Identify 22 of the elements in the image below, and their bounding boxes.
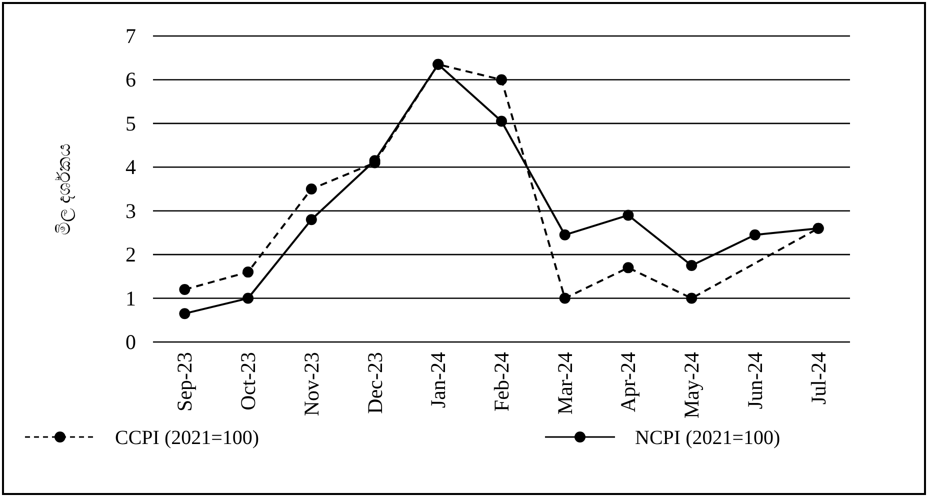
x-tick-label: Sep-23 bbox=[172, 352, 197, 412]
y-tick-label: 7 bbox=[126, 24, 136, 48]
x-tick-label: Oct-23 bbox=[236, 352, 260, 410]
x-tick-label: Feb-24 bbox=[490, 352, 514, 412]
x-tick-label: May-24 bbox=[680, 352, 704, 418]
y-tick-label: 1 bbox=[126, 286, 136, 310]
y-axis-title: මිල දර්ශකය bbox=[54, 143, 75, 235]
y-tick-label: 2 bbox=[126, 242, 136, 267]
y-tick-label: 0 bbox=[126, 330, 136, 354]
legend-label: CCPI (2021=100) bbox=[115, 427, 260, 449]
x-tick-label: Jan-24 bbox=[426, 352, 450, 408]
x-tick-label: Jul-24 bbox=[806, 352, 830, 404]
x-tick-label: Dec-23 bbox=[362, 352, 387, 414]
y-tick-label: 5 bbox=[126, 111, 136, 136]
y-tick-label: 4 bbox=[126, 155, 136, 180]
x-tick-label: Mar-24 bbox=[552, 352, 577, 415]
x-tick-label: Nov-23 bbox=[299, 352, 324, 416]
x-tick-label: Apr-24 bbox=[616, 352, 640, 412]
legend-label: NCPI (2021=100) bbox=[635, 427, 780, 449]
x-tick-label: Jun-24 bbox=[742, 352, 767, 410]
y-tick-label: 3 bbox=[126, 198, 136, 223]
y-tick-label: 6 bbox=[126, 68, 136, 92]
